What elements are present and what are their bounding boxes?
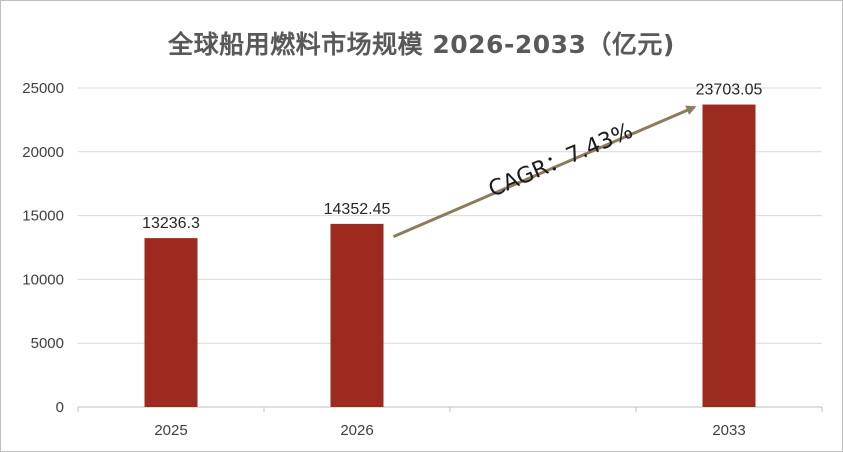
y-tick-label: 15000 [22,208,64,225]
bar-2033 [702,104,756,408]
y-tick-label: 10000 [22,271,64,288]
x-tick-label: 2033 [712,422,745,439]
data-label: 13236.3 [142,215,200,232]
data-label: 14352.45 [324,201,391,218]
cagr-arrow [392,105,697,239]
chart-title: 全球船用燃料市场规模 2026-2033（亿元) [168,30,675,59]
y-tick-label: 0 [56,399,64,416]
y-tick-label: 5000 [31,335,64,352]
x-tick-label: 2026 [340,422,373,439]
y-tick-label: 25000 [22,80,64,97]
cagr-label: CAGR：7.43% [485,119,637,203]
data-label: 23703.05 [696,82,763,99]
y-tick-label: 20000 [22,144,64,161]
bar-2025 [144,238,198,407]
x-tick-label: 2025 [154,422,187,439]
bar-2026 [330,223,384,407]
